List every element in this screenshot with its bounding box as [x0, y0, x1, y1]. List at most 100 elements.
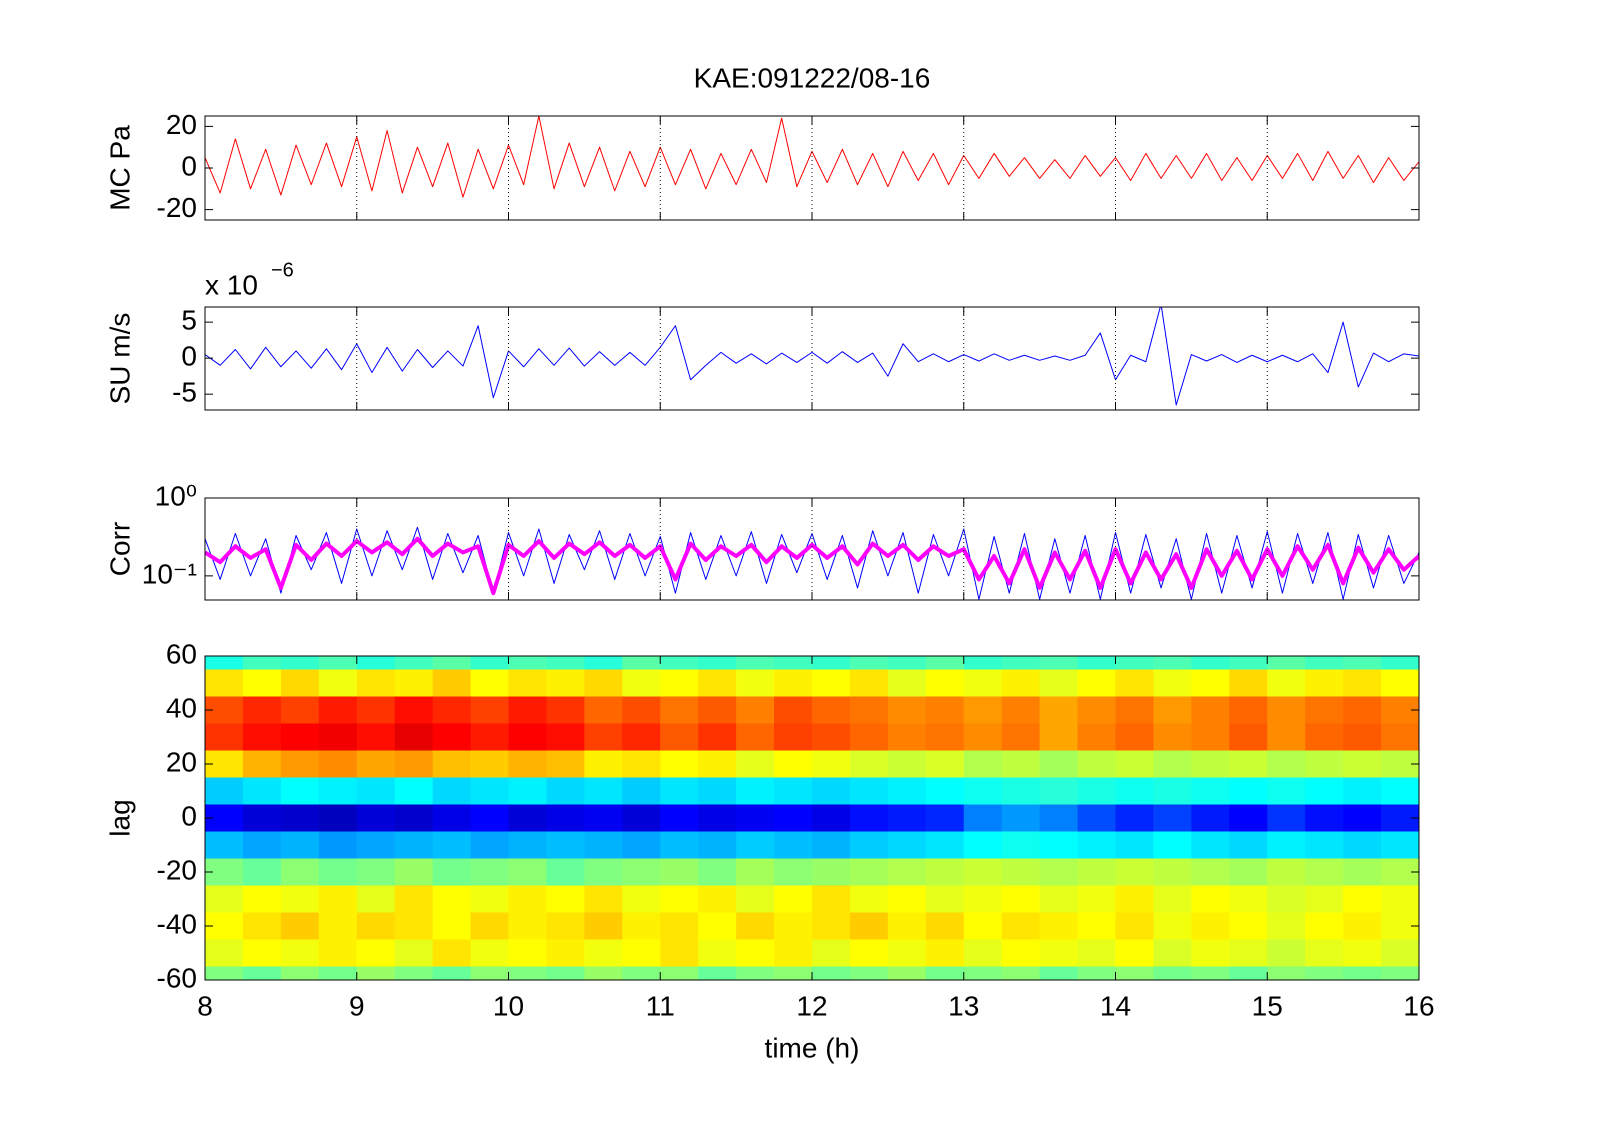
heat-cell — [849, 696, 889, 725]
heat-cell — [584, 966, 623, 980]
heat-cell — [280, 912, 320, 941]
heat-cell — [546, 696, 585, 725]
heat-cell — [925, 858, 965, 887]
heat-cell — [205, 669, 244, 698]
heat-cell — [584, 696, 623, 725]
data-line — [205, 307, 1419, 406]
heat-cell — [394, 939, 434, 968]
heat-cell — [774, 750, 813, 779]
heat-cell — [660, 831, 699, 860]
heat-cell — [205, 939, 244, 968]
heat-cell — [394, 777, 434, 806]
heat-cell — [849, 885, 889, 914]
heat-cell — [1077, 777, 1117, 806]
y-tick-label: 10⁻¹ — [142, 558, 197, 589]
heat-cell — [963, 656, 1003, 671]
heat-cell — [849, 804, 889, 833]
heat-cell — [356, 885, 396, 914]
heat-cell — [356, 939, 396, 968]
heat-cell — [812, 777, 851, 806]
heat-cell — [698, 966, 737, 980]
heat-cell — [1077, 804, 1117, 833]
heat-cell — [736, 912, 775, 941]
heat-cell — [318, 777, 358, 806]
heat-cell — [205, 831, 244, 860]
heat-cell — [546, 966, 585, 980]
heat-cell — [736, 750, 775, 779]
heat-cell — [887, 912, 927, 941]
heat-cell — [242, 669, 282, 698]
x-tick-label: 11 — [646, 990, 675, 1021]
x-tick-label: 9 — [349, 990, 365, 1021]
heat-cell — [1153, 696, 1192, 725]
heat-cell — [1039, 831, 1079, 860]
heat-cell — [1381, 777, 1419, 806]
heat-cell — [356, 723, 396, 752]
heat-cell — [470, 939, 510, 968]
heat-cell — [1381, 656, 1419, 671]
heat-cell — [508, 723, 548, 752]
heat-cell — [318, 831, 358, 860]
heat-cell — [1267, 750, 1306, 779]
heat-cell — [812, 831, 851, 860]
heat-cell — [242, 804, 282, 833]
heat-cell — [356, 966, 396, 980]
heat-cell — [1115, 912, 1155, 941]
plot-area — [205, 307, 1419, 406]
heat-cell — [849, 966, 889, 980]
heat-cell — [1191, 750, 1230, 779]
heat-cell — [622, 669, 661, 698]
heat-cell — [470, 777, 510, 806]
heat-cell — [1343, 723, 1382, 752]
heat-cell — [1305, 912, 1344, 941]
heat-cell — [508, 858, 548, 887]
heat-cell — [1267, 912, 1306, 941]
heat-cell — [1267, 723, 1306, 752]
heat-cell — [242, 912, 282, 941]
heat-cell — [1305, 804, 1344, 833]
heat-cell — [774, 723, 813, 752]
y-tick-label: 0 — [181, 150, 197, 181]
heat-cell — [698, 804, 737, 833]
heat-cell — [1115, 858, 1155, 887]
heat-cell — [1153, 912, 1192, 941]
heat-cell — [849, 669, 889, 698]
heat-cell — [242, 885, 282, 914]
heat-cell — [1001, 885, 1041, 914]
heat-cell — [812, 723, 851, 752]
heat-cell — [584, 656, 623, 671]
heat-cell — [622, 858, 661, 887]
heat-cell — [963, 804, 1003, 833]
heat-cell — [1381, 669, 1419, 698]
heat-cell — [698, 912, 737, 941]
heat-cell — [508, 939, 548, 968]
heat-cell — [736, 669, 775, 698]
heat-cell — [660, 696, 699, 725]
heat-cell — [660, 669, 699, 698]
heat-cell — [1191, 966, 1230, 980]
heat-cell — [1039, 858, 1079, 887]
heat-cell — [1077, 912, 1117, 941]
heat-cell — [508, 966, 548, 980]
y-tick-label: 20 — [166, 746, 197, 777]
heat-cell — [394, 885, 434, 914]
x-tick-label: 15 — [1252, 990, 1283, 1021]
heat-cell — [1115, 885, 1155, 914]
heat-cell — [887, 939, 927, 968]
heat-cell — [508, 831, 548, 860]
heat-cell — [432, 885, 472, 914]
heat-cell — [963, 912, 1003, 941]
heat-cell — [205, 885, 244, 914]
y-multiplier-power: −6 — [271, 259, 294, 281]
heat-cell — [963, 966, 1003, 980]
heat-cell — [849, 777, 889, 806]
heat-cell — [546, 858, 585, 887]
heat-cell — [1267, 939, 1306, 968]
heat-cell — [925, 696, 965, 725]
heat-cell — [622, 831, 661, 860]
heat-cell — [812, 858, 851, 887]
heat-cell — [925, 669, 965, 698]
heat-cell — [1191, 669, 1230, 698]
